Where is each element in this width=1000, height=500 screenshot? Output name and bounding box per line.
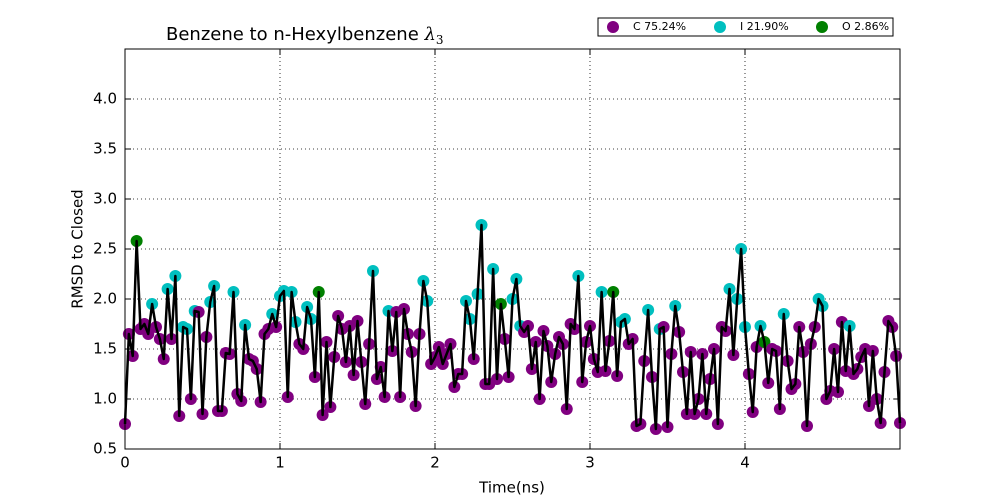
- y-tick-label: 1.5: [93, 340, 117, 358]
- legend-label: C 75.24%: [633, 20, 686, 33]
- x-tick-label: 3: [585, 454, 595, 472]
- x-tick-label: 1: [275, 454, 285, 472]
- y-tick-label: 3.5: [93, 140, 117, 158]
- y-tick-label: 2.5: [93, 240, 117, 258]
- x-tick-label: 0: [120, 454, 130, 472]
- x-axis-label: Time(ns): [478, 479, 545, 497]
- legend-label: I 21.90%: [740, 20, 789, 33]
- legend-label: O 2.86%: [842, 20, 889, 33]
- y-tick-label: 3.0: [93, 190, 117, 208]
- y-tick-label: 1.0: [93, 390, 117, 408]
- title-symbol: λ: [424, 24, 436, 45]
- y-tick-label: 4.0: [93, 90, 117, 108]
- legend-marker: [816, 21, 828, 33]
- data-line: [123, 223, 902, 431]
- title-subscript: 3: [436, 33, 444, 47]
- x-tick-label: 4: [740, 454, 750, 472]
- y-tick-label: 0.5: [93, 440, 117, 458]
- y-axis-label: RMSD to Closed: [69, 189, 87, 308]
- legend-marker: [714, 21, 726, 33]
- x-tick-label: 2: [430, 454, 440, 472]
- y-tick-label: 2.0: [93, 290, 117, 308]
- chart-title: Benzene to n-Hexylbenzene λ3: [166, 24, 444, 47]
- legend-marker: [607, 21, 619, 33]
- title-text: Benzene to n-Hexylbenzene: [166, 24, 419, 45]
- plot-frame: [124, 48, 901, 450]
